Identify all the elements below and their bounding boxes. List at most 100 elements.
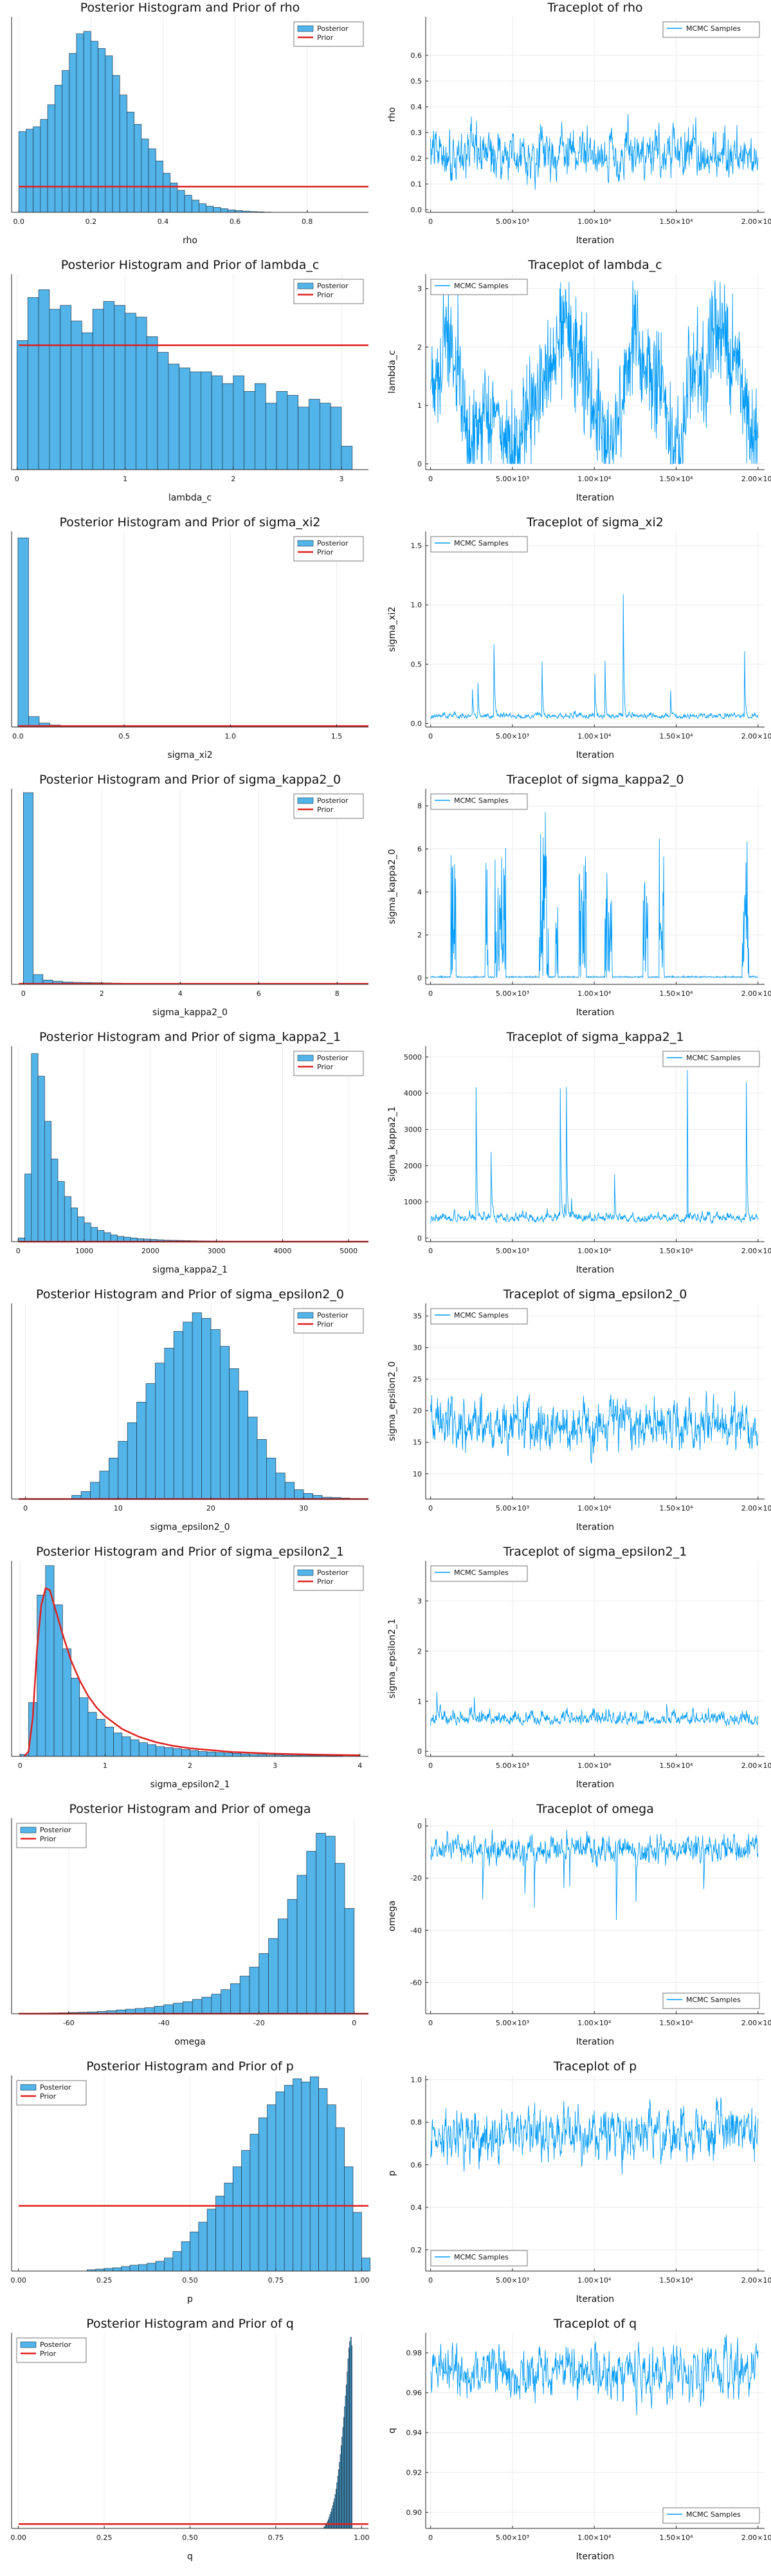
histogram-bar [190, 372, 201, 470]
histogram-bar [353, 2213, 361, 2271]
legend-label: Posterior [317, 1311, 349, 1320]
x-tick-label: 5.00×10³ [496, 2019, 529, 2027]
histogram-bar [145, 2008, 154, 2014]
x-tick-label: 1.00×10⁴ [577, 732, 612, 741]
gridlines [426, 531, 765, 727]
y-tick-label: 5000 [404, 1053, 422, 1062]
histogram-bar [77, 34, 84, 212]
y-tick-label: 0.6 [411, 51, 422, 60]
chart-title: Posterior Histogram and Prior of sigma_k… [39, 773, 341, 787]
histogram-bar [201, 372, 212, 470]
gridlines [23, 789, 337, 984]
histogram-bar [37, 1595, 46, 1756]
histogram-bar [212, 376, 222, 470]
y-tick-label: 0.96 [406, 2389, 422, 2397]
y-tick-label: 0.94 [406, 2429, 422, 2437]
x-tick-label: 1.00×10⁴ [577, 989, 612, 998]
histogram-bar [88, 1713, 96, 1756]
legend-label: MCMC Samples [686, 24, 741, 33]
histogram-bar [114, 1733, 122, 1756]
histogram-bar [295, 1490, 304, 1499]
x-tick-label: 2.00×10⁴ [741, 1247, 771, 1255]
x-tick-label: 0 [352, 2019, 356, 2027]
x-axis-label: Iteration [576, 235, 614, 246]
histogram-bar [50, 309, 60, 470]
x-tick-label: 2 [100, 989, 104, 998]
x-tick-label: 0.00 [10, 2276, 26, 2285]
x-tick-label: 5.00×10³ [496, 732, 529, 741]
x-tick-label: 1.00 [354, 2534, 370, 2542]
histogram-bar [137, 1402, 146, 1499]
histogram-bar [113, 2268, 121, 2271]
legend-swatch [298, 1570, 313, 1576]
histogram-bar [230, 1368, 239, 1499]
y-tick-label: 15 [413, 1439, 422, 1447]
y-tick-label: 2 [417, 1647, 422, 1655]
y-tick-label: 0 [417, 974, 422, 982]
y-axis-label: p [387, 2170, 397, 2176]
histogram-bar [216, 2196, 224, 2271]
histogram-bars [23, 793, 356, 984]
histogram-bar [48, 105, 55, 212]
y-axis-label: sigma_epsilon2_0 [387, 1361, 397, 1441]
y-tick-label: -40 [410, 1926, 422, 1935]
histogram-bar [17, 340, 28, 470]
x-tick-label: 8 [335, 989, 340, 998]
y-tick-label: 2 [417, 343, 422, 351]
histogram-bar [230, 1983, 240, 2014]
histogram-bar [149, 149, 156, 212]
x-tick-label: 3 [273, 1762, 277, 1770]
histogram-bar [183, 1322, 192, 1499]
histogram-bar [141, 139, 149, 212]
histogram-bar [138, 2265, 147, 2271]
histogram-bar [105, 1727, 113, 1756]
histogram-bar [228, 210, 235, 212]
chart-title: Posterior Histogram and Prior of sigma_k… [39, 1030, 341, 1044]
x-tick-label: 1.00×10⁴ [577, 2019, 612, 2027]
x-tick-label: 0.4 [158, 217, 169, 226]
histogram-bar [345, 2167, 353, 2271]
x-tick-label: 1.50×10⁴ [659, 1247, 693, 1255]
histogram-bar [181, 1749, 190, 1756]
x-axis-label: Iteration [576, 1522, 614, 1532]
histogram-bar [277, 391, 287, 470]
x-axis-label: omega [174, 2037, 205, 2047]
histogram-bar [266, 403, 277, 470]
x-tick-label: 0.0 [13, 217, 24, 226]
histogram-bar [147, 336, 158, 470]
y-tick-label: 4 [417, 888, 422, 896]
x-axis-label: sigma_epsilon2_0 [150, 1522, 230, 1532]
histogram-bar [220, 1347, 229, 1499]
y-tick-label: 3 [417, 285, 422, 293]
plot-row: Posterior Histogram and Prior of sigma_e… [0, 1287, 771, 1544]
histogram-bar [100, 1471, 109, 1499]
histogram-chart: Posterior Histogram and Prior of lambda_… [0, 257, 385, 515]
x-axis-label: Iteration [576, 2552, 614, 2562]
histogram-bar [156, 1747, 165, 1756]
histogram-bar [120, 95, 127, 212]
histogram-chart: Posterior Histogram and Prior of sigma_e… [0, 1544, 385, 1801]
x-tick-label: 0.50 [182, 2276, 198, 2285]
y-tick-label: 1.5 [411, 542, 422, 550]
histogram-bar [199, 2222, 207, 2271]
x-tick-label: 5.00×10³ [496, 1504, 529, 1513]
histogram-bar [55, 85, 62, 212]
x-tick-label: -20 [253, 2019, 265, 2027]
histogram-bar [287, 1899, 297, 2014]
histogram-bar [147, 2263, 156, 2271]
legend-swatch [21, 1827, 36, 1833]
x-tick-label: 0 [428, 217, 433, 226]
legend-label: MCMC Samples [454, 1569, 509, 1577]
